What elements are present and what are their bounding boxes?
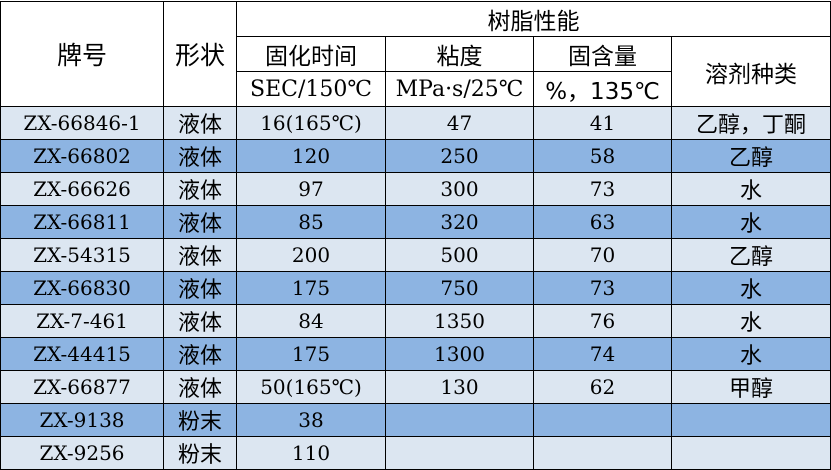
viscosity-cell: 1300 <box>385 337 534 371</box>
viscosity-cell: 47 <box>385 106 534 140</box>
solvent-cell: 水 <box>671 271 831 305</box>
table-row: ZX-44415 液体 175 1300 74 水 <box>0 337 831 371</box>
cure-time-cell: 110 <box>236 436 386 470</box>
form-column-header: 形状 <box>163 1 237 107</box>
cure-time-unit: SEC/150℃ <box>236 71 386 107</box>
solvent-cell: 乙醇 <box>671 238 831 272</box>
cure-time-cell: 175 <box>236 271 386 305</box>
solvent-cell: 水 <box>671 205 831 239</box>
solvent-header: 溶剂种类 <box>671 36 831 107</box>
viscosity-cell <box>385 403 534 437</box>
form-cell: 液体 <box>163 106 237 140</box>
solid-content-header: 固含量 <box>533 36 672 72</box>
cure-time-cell: 50(165℃) <box>236 370 386 404</box>
table-row: ZX-66877 液体 50(165℃) 130 62 甲醇 <box>0 370 831 404</box>
form-cell: 液体 <box>163 370 237 404</box>
cure-time-cell: 16(165℃) <box>236 106 386 140</box>
solvent-cell: 乙醇，丁酮 <box>671 106 831 140</box>
solvent-cell: 水 <box>671 304 831 338</box>
resin-properties-header: 树脂性能 <box>236 1 831 37</box>
viscosity-cell: 500 <box>385 238 534 272</box>
table-body: ZX-66846-1 液体 16(165℃) 47 41 乙醇，丁酮 ZX-66802 液体 1… <box>0 106 831 470</box>
header-row-1: 牌号 形状 树脂性能 <box>0 1 831 107</box>
cure-time-cell: 85 <box>236 205 386 239</box>
table-row: ZX-9256 粉末 110 <box>0 436 831 470</box>
table-row: ZX-66626 液体 97 300 73 水 <box>0 172 831 206</box>
form-cell: 液体 <box>163 205 237 239</box>
table-row: ZX-9138 粉末 38 <box>0 403 831 437</box>
cure-time-cell: 38 <box>236 403 386 437</box>
solid-content-cell: 76 <box>533 304 672 338</box>
brand-cell: ZX-66811 <box>0 205 164 239</box>
cure-time-header: 固化时间 <box>236 36 386 72</box>
form-cell: 液体 <box>163 271 237 305</box>
solid-content-cell: 73 <box>533 271 672 305</box>
viscosity-header: 粘度 <box>385 36 534 72</box>
brand-cell: ZX-66626 <box>0 172 164 206</box>
table-row: ZX-66802 液体 120 250 58 乙醇 <box>0 139 831 173</box>
viscosity-cell: 300 <box>385 172 534 206</box>
solid-content-cell: 73 <box>533 172 672 206</box>
brand-cell: ZX-66802 <box>0 139 164 173</box>
table-row: ZX-66830 液体 175 750 73 水 <box>0 271 831 305</box>
brand-cell: ZX-54315 <box>0 238 164 272</box>
solid-content-cell: 74 <box>533 337 672 371</box>
brand-cell: ZX-44415 <box>0 337 164 371</box>
form-cell: 液体 <box>163 172 237 206</box>
solid-content-unit: %，135℃ <box>533 71 672 107</box>
brand-cell: ZX-66846-1 <box>0 106 164 140</box>
viscosity-cell <box>385 436 534 470</box>
table-row: ZX-66846-1 液体 16(165℃) 47 41 乙醇，丁酮 <box>0 106 831 140</box>
brand-cell: ZX-66830 <box>0 271 164 305</box>
brand-cell: ZX-9138 <box>0 403 164 437</box>
table-row: ZX-7-461 液体 84 1350 76 水 <box>0 304 831 338</box>
cure-time-cell: 97 <box>236 172 386 206</box>
form-cell: 粉末 <box>163 436 237 470</box>
solvent-cell: 甲醇 <box>671 370 831 404</box>
form-cell: 粉末 <box>163 403 237 437</box>
brand-cell: ZX-7-461 <box>0 304 164 338</box>
viscosity-cell: 250 <box>385 139 534 173</box>
viscosity-cell: 1350 <box>385 304 534 338</box>
solvent-cell <box>671 436 831 470</box>
solvent-cell <box>671 403 831 437</box>
solid-content-cell: 63 <box>533 205 672 239</box>
cure-time-cell: 120 <box>236 139 386 173</box>
table-header: 牌号 形状 树脂性能 固化时间 粘度 固含量 溶剂种类 SEC/150℃ MPa… <box>0 1 831 107</box>
cure-time-cell: 200 <box>236 238 386 272</box>
viscosity-cell: 130 <box>385 370 534 404</box>
cure-time-cell: 84 <box>236 304 386 338</box>
table-row: ZX-54315 液体 200 500 70 乙醇 <box>0 238 831 272</box>
brand-cell: ZX-66877 <box>0 370 164 404</box>
form-cell: 液体 <box>163 337 237 371</box>
viscosity-unit: MPa·s/25℃ <box>385 71 534 107</box>
brand-column-header: 牌号 <box>0 1 164 107</box>
solvent-cell: 水 <box>671 172 831 206</box>
solid-content-cell <box>533 403 672 437</box>
viscosity-cell: 320 <box>385 205 534 239</box>
solid-content-cell <box>533 436 672 470</box>
brand-cell: ZX-9256 <box>0 436 164 470</box>
table-row: ZX-66811 液体 85 320 63 水 <box>0 205 831 239</box>
solid-content-cell: 62 <box>533 370 672 404</box>
form-cell: 液体 <box>163 139 237 173</box>
cure-time-cell: 175 <box>236 337 386 371</box>
form-cell: 液体 <box>163 238 237 272</box>
solid-content-cell: 58 <box>533 139 672 173</box>
solvent-cell: 乙醇 <box>671 139 831 173</box>
form-cell: 液体 <box>163 304 237 338</box>
solvent-cell: 水 <box>671 337 831 371</box>
solid-content-cell: 41 <box>533 106 672 140</box>
solid-content-cell: 70 <box>533 238 672 272</box>
viscosity-cell: 750 <box>385 271 534 305</box>
